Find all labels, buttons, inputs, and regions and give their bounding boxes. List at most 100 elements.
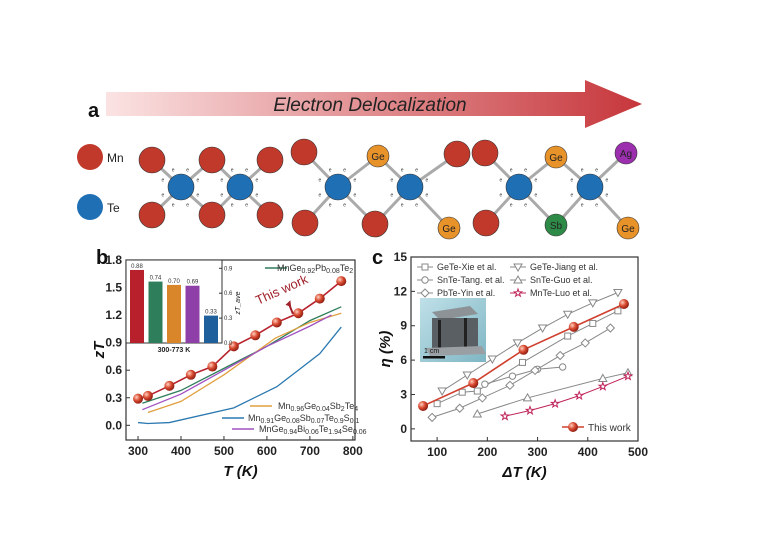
data-point — [605, 323, 616, 333]
legend-label: GeTe-Jiang et al. — [530, 262, 598, 272]
electron-delocalization-arrow — [106, 80, 642, 128]
electron-mark: e — [595, 203, 598, 209]
ge-label: Ge — [621, 224, 635, 235]
electron-mark: e — [256, 178, 259, 184]
data-point — [271, 317, 282, 328]
electron-mark: e — [581, 203, 584, 209]
data-point — [505, 380, 515, 391]
y-tick-label: 0 — [400, 422, 407, 436]
ge-atom — [544, 145, 568, 169]
data-point — [427, 412, 437, 423]
electron-mark: e — [318, 192, 321, 198]
data-point — [142, 390, 153, 401]
electron-mark: e — [245, 203, 248, 209]
electron-mark: e — [354, 178, 357, 184]
data-point — [589, 319, 597, 327]
mn-atom — [138, 146, 166, 174]
y-tick-label: 1.5 — [105, 281, 122, 295]
te-atom — [576, 173, 604, 201]
plot-frame — [125, 259, 356, 441]
data-point — [133, 393, 144, 404]
data-point — [421, 263, 429, 271]
data-point — [458, 388, 466, 396]
electron-mark: e — [606, 192, 609, 198]
electron-mark: e — [499, 192, 502, 198]
x-axis-label: ΔT (K) — [501, 464, 546, 481]
electron-mark: e — [197, 178, 200, 184]
x-tick-label: 300 — [128, 444, 148, 458]
data-point — [537, 324, 548, 334]
data-point — [512, 287, 524, 298]
mn-legend-atom — [77, 144, 103, 170]
data-point — [228, 341, 239, 352]
panel-a-label: a — [88, 100, 100, 122]
bar-value-label: 0.70 — [168, 279, 180, 285]
ge-label: Ge — [442, 224, 456, 235]
electron-mark: e — [197, 192, 200, 198]
ag-label: Ag — [620, 149, 632, 160]
sb-label: Sb — [550, 221, 563, 232]
scale-bar-label: 1 cm — [424, 348, 439, 355]
legend-label: GeTe-Xie et al. — [437, 262, 497, 272]
mn-atom — [443, 140, 471, 168]
mn-atom — [138, 201, 166, 229]
data-point — [568, 422, 578, 432]
electron-mark: e — [354, 192, 357, 198]
legend-label: PbTe-Yin et al. — [437, 288, 495, 298]
x-tick-label: 100 — [427, 445, 447, 459]
electron-mark: e — [390, 178, 393, 184]
mn-legend-label: Mn — [107, 151, 124, 165]
data-point — [433, 400, 441, 408]
x-tick-label: 600 — [257, 444, 277, 458]
electron-mark: e — [581, 167, 584, 173]
this-work-annotation: This work — [253, 271, 310, 308]
electron-mark: e — [172, 203, 175, 209]
inset-y-tick-label: 0.3 — [224, 316, 233, 322]
panel-b-label: b — [96, 247, 108, 269]
data-point — [618, 298, 629, 309]
structure-3: Ge Ag Sb Ge e e e e e e e e e e e e e e e e — [471, 139, 640, 240]
mn-atom — [471, 139, 499, 167]
ge-label: Ge — [371, 152, 385, 163]
x-tick-label: 200 — [477, 445, 497, 459]
electron-mark: e — [256, 192, 259, 198]
electron-mark: e — [535, 192, 538, 198]
inset-bar — [130, 269, 144, 343]
legend-label: Mn0.91Ge0.08Sb0.07Te0.9S0.1 — [248, 413, 360, 425]
legend-label: MnTe-Luo et al. — [530, 288, 592, 298]
electron-mark: e — [186, 167, 189, 173]
electron-mark: e — [415, 167, 418, 173]
electron-mark: e — [245, 167, 248, 173]
x-tick-label: 500 — [214, 444, 234, 458]
mn-atom — [291, 209, 319, 237]
data-point — [420, 288, 430, 298]
panel-c-chart: c 100 200 300 400 500 0 3 6 9 12 15 ΔT (K) η (%) GeTe… — [372, 247, 648, 481]
data-point — [568, 321, 579, 332]
mn-atom — [290, 138, 318, 166]
data-point — [499, 410, 511, 421]
data-point — [622, 370, 634, 381]
electron-mark: e — [343, 167, 346, 173]
electron-mark: e — [329, 167, 332, 173]
bar-value-label: 0.69 — [187, 280, 199, 286]
electron-mark: e — [161, 192, 164, 198]
panel-b-chart: b 300 400 500 600 700 800 0.0 0.3 0.6 0.9 1.2 1.5 1.… — [91, 247, 367, 480]
inset-y-label: zT_ave — [235, 291, 242, 315]
inset-bar — [148, 281, 163, 343]
x-axis-label: T (K) — [223, 463, 257, 480]
electron-mark: e — [401, 203, 404, 209]
data-point — [587, 299, 598, 308]
x-tick-label: 400 — [578, 445, 598, 459]
series-line — [477, 372, 629, 415]
series-line — [504, 375, 629, 417]
data-point — [477, 393, 488, 403]
electron-mark: e — [570, 178, 573, 184]
ge-atom — [366, 144, 390, 168]
inset-y-tick-label: 0.0 — [224, 341, 233, 347]
x-tick-label: 500 — [628, 445, 648, 459]
data-point — [250, 330, 261, 341]
data-point — [437, 387, 447, 397]
legend-label: SnTe-Tang. et al. — [437, 275, 505, 285]
y-tick-label: 1.8 — [105, 253, 122, 267]
electron-mark: e — [343, 203, 346, 209]
